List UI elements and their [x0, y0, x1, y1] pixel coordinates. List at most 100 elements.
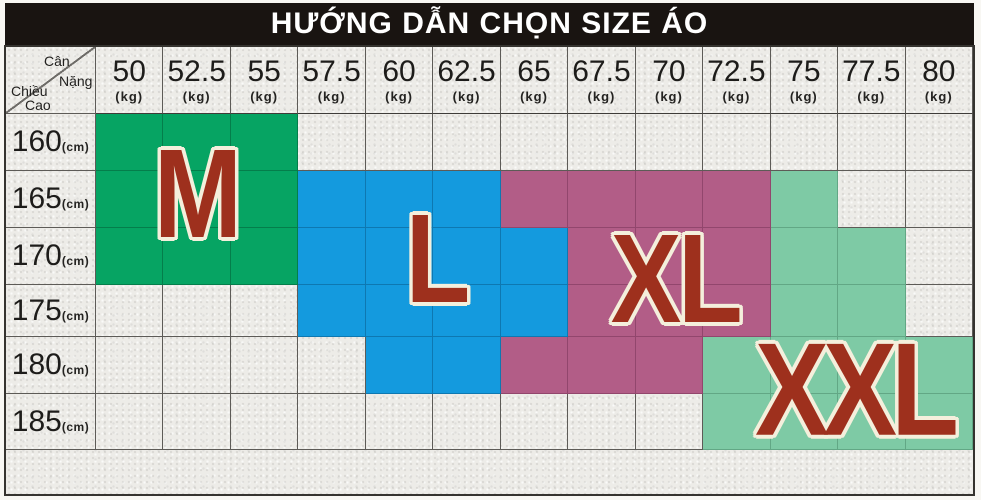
- weight-header-cell: 72.5 (kg): [703, 47, 771, 114]
- size-cell: [838, 114, 906, 171]
- size-cell: [298, 228, 366, 285]
- size-cell: [163, 394, 231, 450]
- size-cell: [365, 228, 434, 285]
- size-cell: [298, 114, 366, 171]
- height-value: 180: [11, 348, 62, 381]
- weight-unit-label: (kg): [789, 89, 818, 105]
- size-cell: [96, 285, 164, 337]
- size-cell: [433, 337, 501, 394]
- weight-value: 65: [517, 54, 551, 88]
- size-cell: [433, 394, 501, 450]
- weight-unit-label: (kg): [587, 89, 616, 105]
- weight-value: 50: [112, 54, 146, 88]
- height-unit-label: (cm): [61, 419, 90, 434]
- size-cell: [96, 394, 164, 450]
- empty-bottom-row: [6, 450, 973, 495]
- weight-unit-label: (kg): [520, 89, 548, 105]
- size-cell: [500, 114, 569, 171]
- weight-value: 80: [922, 54, 956, 88]
- size-cell: [500, 228, 569, 285]
- weight-unit-label: (kg): [115, 89, 144, 105]
- size-cell: [838, 171, 906, 228]
- weight-value: 60: [382, 54, 416, 88]
- size-cell: [298, 394, 366, 450]
- size-cell: [905, 394, 973, 450]
- size-cell: [770, 394, 839, 450]
- size-cell: [163, 114, 231, 171]
- size-cell: [770, 285, 839, 337]
- size-cell: [433, 171, 501, 228]
- height-value: 165: [11, 182, 62, 215]
- height-label-cell: 165 (cm): [6, 171, 96, 228]
- size-cell: [905, 114, 973, 171]
- size-cell: [838, 394, 906, 450]
- weight-unit-label: (kg): [924, 89, 953, 105]
- weight-header-cell: 55 (kg): [230, 47, 299, 114]
- height-unit-label: (cm): [61, 140, 90, 154]
- size-cell: [703, 285, 771, 337]
- size-cell: [703, 114, 771, 171]
- size-cell: [298, 285, 366, 337]
- height-label-cell: 185 (cm): [6, 394, 96, 450]
- size-cell: [96, 228, 164, 285]
- size-cell: [365, 337, 434, 394]
- size-table: Cân Nặng Chiều Cao M L XL XXL 50 (kg) 52.5…: [4, 45, 975, 496]
- size-cell: [500, 394, 569, 450]
- height-value: 175: [11, 293, 62, 327]
- size-cell: [96, 114, 164, 171]
- weight-unit-label: (kg): [452, 89, 481, 105]
- size-cell: [568, 171, 636, 228]
- size-cell: [230, 285, 299, 337]
- size-cell: [770, 171, 839, 228]
- weight-value: 70: [652, 54, 686, 88]
- height-unit-label: (cm): [61, 308, 90, 323]
- size-cell: [905, 337, 973, 394]
- weight-unit-label: (kg): [385, 89, 413, 105]
- weight-value: 77.5: [842, 54, 901, 88]
- size-cell: [905, 285, 973, 337]
- size-cell: [500, 171, 569, 228]
- weight-value: 62.5: [437, 54, 496, 88]
- size-cell: [568, 285, 636, 337]
- weight-value: 52.5: [167, 54, 226, 88]
- size-cell: [96, 171, 164, 228]
- size-cell: [568, 337, 636, 394]
- weight-header-cell: 60 (kg): [365, 47, 434, 114]
- weight-unit-label: (kg): [317, 89, 346, 105]
- height-value: 160: [11, 125, 62, 158]
- size-cell: [365, 394, 434, 450]
- corner-cell: Cân Nặng Chiều Cao: [6, 47, 96, 114]
- size-cell: [838, 285, 906, 337]
- height-unit-label: (cm): [61, 197, 90, 211]
- size-cell: [703, 171, 771, 228]
- size-cell: [433, 285, 501, 337]
- size-cell: [703, 337, 771, 394]
- height-value: 185: [11, 404, 62, 438]
- weight-unit-label: (kg): [250, 89, 279, 105]
- size-cell: [500, 285, 569, 337]
- weight-header-cell: 57.5 (kg): [298, 47, 366, 114]
- size-cell: [838, 228, 906, 285]
- size-cell: [838, 337, 906, 394]
- height-label-cell: 160 (cm): [6, 114, 96, 171]
- size-cell: [433, 114, 501, 171]
- size-cell: [230, 228, 299, 285]
- weight-header-cell: 50 (kg): [96, 47, 164, 114]
- size-cell: [703, 228, 771, 285]
- size-cell: [163, 285, 231, 337]
- weight-header-cell: 77.5 (kg): [838, 47, 906, 114]
- height-label-cell: 175 (cm): [6, 285, 96, 337]
- y-axis-label-word: Cao: [25, 97, 51, 113]
- size-cell: [365, 114, 434, 171]
- size-cell: [635, 285, 704, 337]
- size-cell: [365, 171, 434, 228]
- weight-header-cell: 70 (kg): [635, 47, 704, 114]
- height-label-cell: 170 (cm): [6, 228, 96, 285]
- size-cell: [163, 337, 231, 394]
- weight-header-cell: 80 (kg): [905, 47, 973, 114]
- size-cell: [96, 337, 164, 394]
- weight-header-cell: 62.5 (kg): [433, 47, 501, 114]
- weight-header-cell: 65 (kg): [500, 47, 569, 114]
- height-label-cell: 180 (cm): [6, 337, 96, 394]
